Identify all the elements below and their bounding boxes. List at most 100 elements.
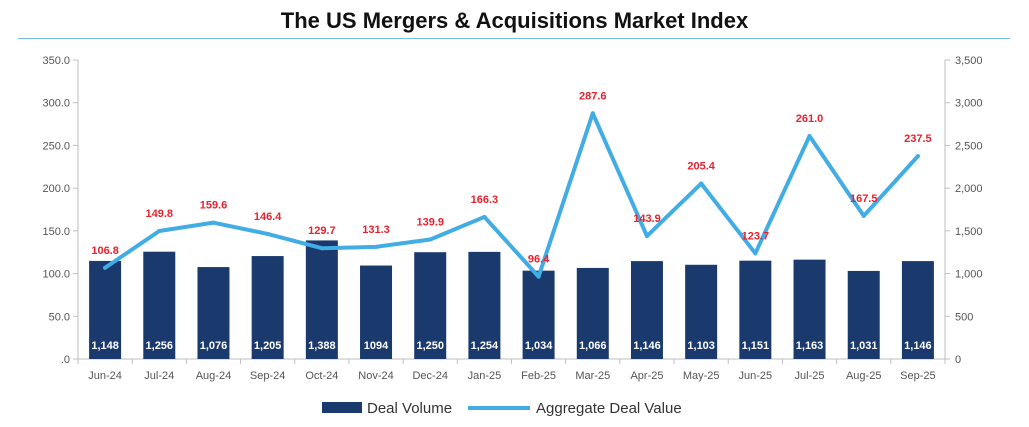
legend-aggregate-deal-value-label: Aggregate Deal Value: [536, 400, 682, 417]
y-left-tick-label: 250.0: [42, 140, 70, 152]
aggregate-deal-value-data-label: 123.7: [742, 230, 770, 242]
x-tick-label: Jul-25: [795, 370, 825, 382]
deal-volume-data-label: 1,163: [796, 340, 824, 352]
deal-volume-bar: [685, 264, 718, 359]
x-tick-label: Sep-25: [900, 370, 935, 382]
x-tick-label: Apr-25: [630, 370, 663, 382]
deal-volume-bar: [143, 251, 176, 359]
aggregate-deal-value-point: [428, 237, 433, 242]
deal-volume-bar: [89, 260, 122, 359]
aggregate-deal-value-point: [103, 265, 108, 270]
deal-volume-data-label: 1,034: [525, 340, 553, 352]
x-tick-label: Jan-25: [468, 370, 502, 382]
aggregate-deal-value-data-label: 287.6: [579, 90, 607, 102]
y-right-tick-label: 3,500: [955, 55, 983, 67]
y-right-tick-label: 3,000: [955, 98, 983, 110]
y-left-tick-label: 300.0: [42, 98, 70, 110]
legend-deal-volume-swatch: [322, 402, 362, 413]
deal-volume-bar: [576, 267, 609, 359]
deal-volume-data-label: 1,250: [416, 340, 444, 352]
deal-volume-data-label: 1,148: [91, 340, 119, 352]
deal-volume-bar: [793, 259, 826, 359]
x-tick-label: Mar-25: [575, 370, 610, 382]
aggregate-deal-value-data-label: 166.3: [471, 194, 499, 206]
deal-volume-data-label: 1,388: [308, 340, 336, 352]
deal-volume-data-label: 1,256: [146, 340, 174, 352]
aggregate-deal-value-point: [211, 220, 216, 225]
y-right-tick-label: 500: [955, 311, 973, 323]
y-left-tick-label: 100.0: [42, 269, 70, 281]
deal-volume-bar: [847, 270, 880, 359]
aggregate-deal-value-data-label: 237.5: [904, 133, 932, 145]
deal-volume-data-label: 1,076: [200, 340, 228, 352]
y-right-tick-label: 0: [955, 354, 961, 366]
y-right-tick-label: 1,500: [955, 226, 983, 238]
y-left-tick-label: 150.0: [42, 226, 70, 238]
aggregate-deal-value-point: [482, 214, 487, 219]
y-right-tick-label: 2,500: [955, 140, 983, 152]
deal-volume-bar: [901, 261, 934, 359]
deal-volume-bar: [305, 240, 338, 359]
aggregate-deal-value-data-label: 129.7: [308, 225, 336, 237]
chart-title: The US Mergers & Acquisitions Market Ind…: [280, 8, 749, 33]
aggregate-deal-value-data-label: 167.5: [850, 193, 878, 205]
deal-volume-bar: [739, 260, 772, 359]
aggregate-deal-value-point: [590, 111, 595, 116]
aggregate-deal-value-point: [807, 134, 812, 139]
aggregate-deal-value-data-label: 143.9: [633, 213, 661, 225]
aggregate-deal-value-point: [753, 251, 758, 256]
aggregate-deal-value-point: [265, 231, 270, 236]
aggregate-deal-value-data-label: 149.8: [146, 208, 174, 220]
deal-volume-data-label: 1,066: [579, 340, 607, 352]
title-divider: [18, 38, 1010, 39]
y-right-tick-label: 2,000: [955, 183, 983, 195]
deal-volume-data-label: 1,205: [254, 340, 282, 352]
x-tick-label: Dec-24: [412, 370, 447, 382]
aggregate-deal-value-point: [536, 274, 541, 279]
deal-volume-bar: [522, 270, 555, 359]
y-right-tick-label: 1,000: [955, 269, 983, 281]
legend-deal-volume-label: Deal Volume: [367, 400, 452, 417]
deal-volume-bar: [251, 256, 284, 359]
deal-volume-data-label: 1,146: [633, 340, 661, 352]
deal-volume-data-label: 1,146: [904, 340, 932, 352]
aggregate-deal-value-point: [699, 181, 704, 186]
deal-volume-bar: [414, 252, 447, 359]
y-left-tick-label: .0: [61, 354, 70, 366]
deal-volume-bar: [630, 261, 663, 359]
aggregate-deal-value-data-label: 146.4: [254, 211, 282, 223]
aggregate-deal-value-point: [861, 213, 866, 218]
aggregate-deal-value-data-label: 261.0: [796, 113, 824, 125]
deal-volume-bar: [468, 251, 501, 359]
x-tick-label: Jun-24: [88, 370, 122, 382]
aggregate-deal-value-point: [157, 229, 162, 234]
aggregate-deal-value-data-label: 96.4: [528, 254, 550, 266]
deal-volume-bar: [360, 265, 393, 359]
y-left-tick-label: 200.0: [42, 183, 70, 195]
x-tick-label: Sep-24: [250, 370, 285, 382]
x-tick-label: Nov-24: [358, 370, 393, 382]
x-tick-label: Aug-24: [196, 370, 231, 382]
x-tick-label: Aug-25: [846, 370, 881, 382]
deal-volume-data-label: 1,254: [471, 340, 499, 352]
deal-volume-data-label: 1,151: [742, 340, 770, 352]
aggregate-deal-value-data-label: 139.9: [416, 216, 444, 228]
x-tick-label: Jul-24: [144, 370, 174, 382]
x-tick-label: Feb-25: [521, 370, 556, 382]
deal-volume-data-label: 1,031: [850, 340, 878, 352]
aggregate-deal-value-line: [103, 111, 920, 279]
aggregate-deal-value-data-label: 131.3: [362, 224, 390, 236]
aggregate-deal-value-point: [644, 234, 649, 239]
x-tick-label: Oct-24: [305, 370, 338, 382]
aggregate-deal-value-point: [915, 154, 920, 159]
y-left-tick-label: 50.0: [49, 311, 70, 323]
x-tick-label: May-25: [683, 370, 720, 382]
aggregate-deal-value-point: [374, 244, 379, 249]
deal-volume-bar: [197, 267, 230, 359]
aggregate-deal-value-data-label: 205.4: [687, 161, 715, 173]
aggregate-deal-value-point: [319, 246, 324, 251]
aggregate-deal-value-data-label: 159.6: [200, 200, 228, 212]
aggregate-deal-value-data-label: 106.8: [91, 245, 119, 257]
